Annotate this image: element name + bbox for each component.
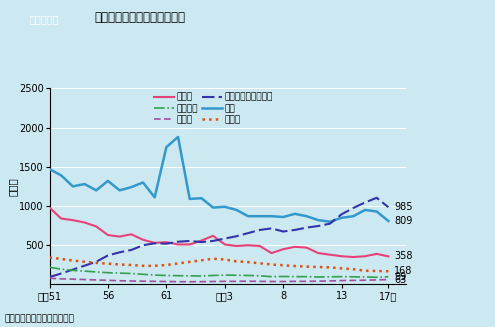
Text: 注　海上保安庁資料による。: 注 海上保安庁資料による。 (5, 315, 75, 324)
Y-axis label: （隻）: （隻） (8, 177, 18, 196)
Text: 985: 985 (394, 202, 412, 212)
Text: 第２－２図: 第２－２図 (30, 15, 59, 25)
Text: 99: 99 (394, 272, 406, 282)
Text: 809: 809 (394, 216, 412, 226)
Text: 168: 168 (394, 266, 412, 276)
Legend: 貨物船, タンカー, 旅客船, プレジャーボート等, 漁船, その他: 貨物船, タンカー, 旅客船, プレジャーボート等, 漁船, その他 (154, 93, 273, 124)
Text: 海難船舶の用途別隻数の推移: 海難船舶の用途別隻数の推移 (94, 11, 185, 25)
Text: 358: 358 (394, 251, 412, 261)
Text: 63: 63 (394, 275, 406, 284)
